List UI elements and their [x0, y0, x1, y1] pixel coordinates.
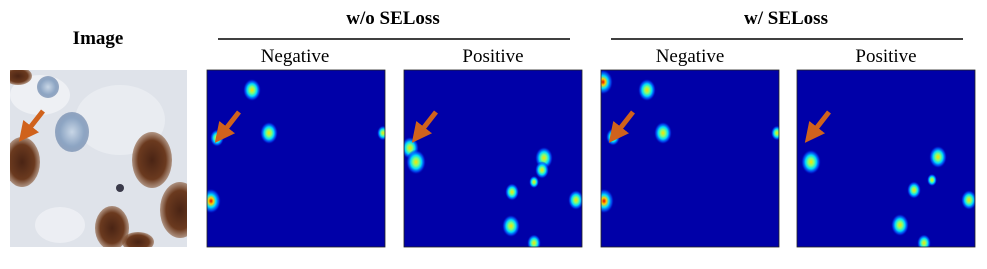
- heatmap-blob: [260, 121, 278, 145]
- heatmap-blob: [406, 149, 426, 175]
- heatmap-blob: [601, 70, 613, 95]
- panel-label: Positive: [855, 46, 916, 67]
- heatmap: [601, 70, 779, 247]
- heatmap-blob: [801, 149, 821, 175]
- heatmap: [207, 70, 385, 247]
- heatmap-blob: [907, 181, 921, 199]
- heatmap-blob: [961, 190, 975, 210]
- arrow: [18, 109, 45, 142]
- heatmap-blob: [929, 145, 947, 169]
- heatmap-blob: [601, 188, 614, 214]
- heatmap-blob: [568, 190, 582, 210]
- heatmap-bg: [207, 70, 385, 247]
- heatmap-blob: [502, 214, 520, 238]
- heatmap-blob: [891, 213, 909, 237]
- heatmap-blob: [529, 175, 539, 189]
- heatmap-bg: [601, 70, 779, 247]
- heatmap-bg: [404, 70, 582, 247]
- heatmap-border: [600, 69, 780, 248]
- heatmap-border: [206, 69, 386, 248]
- heatmap-blob: [917, 234, 931, 247]
- panel-label: Negative: [261, 46, 330, 67]
- heatmap-blob: [207, 188, 221, 214]
- heatmap-blob: [771, 125, 779, 141]
- arrow: [804, 110, 831, 143]
- arrow: [608, 110, 635, 143]
- heatmap-blob: [377, 125, 385, 141]
- group-title: w/ SELoss: [744, 8, 828, 29]
- heatmap-blob: [535, 161, 549, 179]
- arrow: [411, 110, 438, 143]
- heatmap-border: [403, 69, 583, 248]
- heatmap-blob: [927, 173, 937, 187]
- heatmap-blob: [505, 183, 519, 201]
- arrow: [214, 110, 241, 143]
- heatmap: [797, 70, 975, 247]
- heatmap-border: [796, 69, 976, 248]
- heatmap-blob: [243, 78, 261, 102]
- panel-label: Positive: [462, 46, 523, 67]
- heatmap-blob: [527, 234, 541, 247]
- heatmap-blob: [638, 78, 656, 102]
- image-label: Image: [73, 28, 124, 49]
- heatmap: [404, 70, 582, 247]
- microscopy-image: [10, 70, 187, 247]
- heatmap-bg: [797, 70, 975, 247]
- heatmap-blob: [654, 121, 672, 145]
- group-title: w/o SELoss: [346, 8, 439, 29]
- panel-label: Negative: [656, 46, 725, 67]
